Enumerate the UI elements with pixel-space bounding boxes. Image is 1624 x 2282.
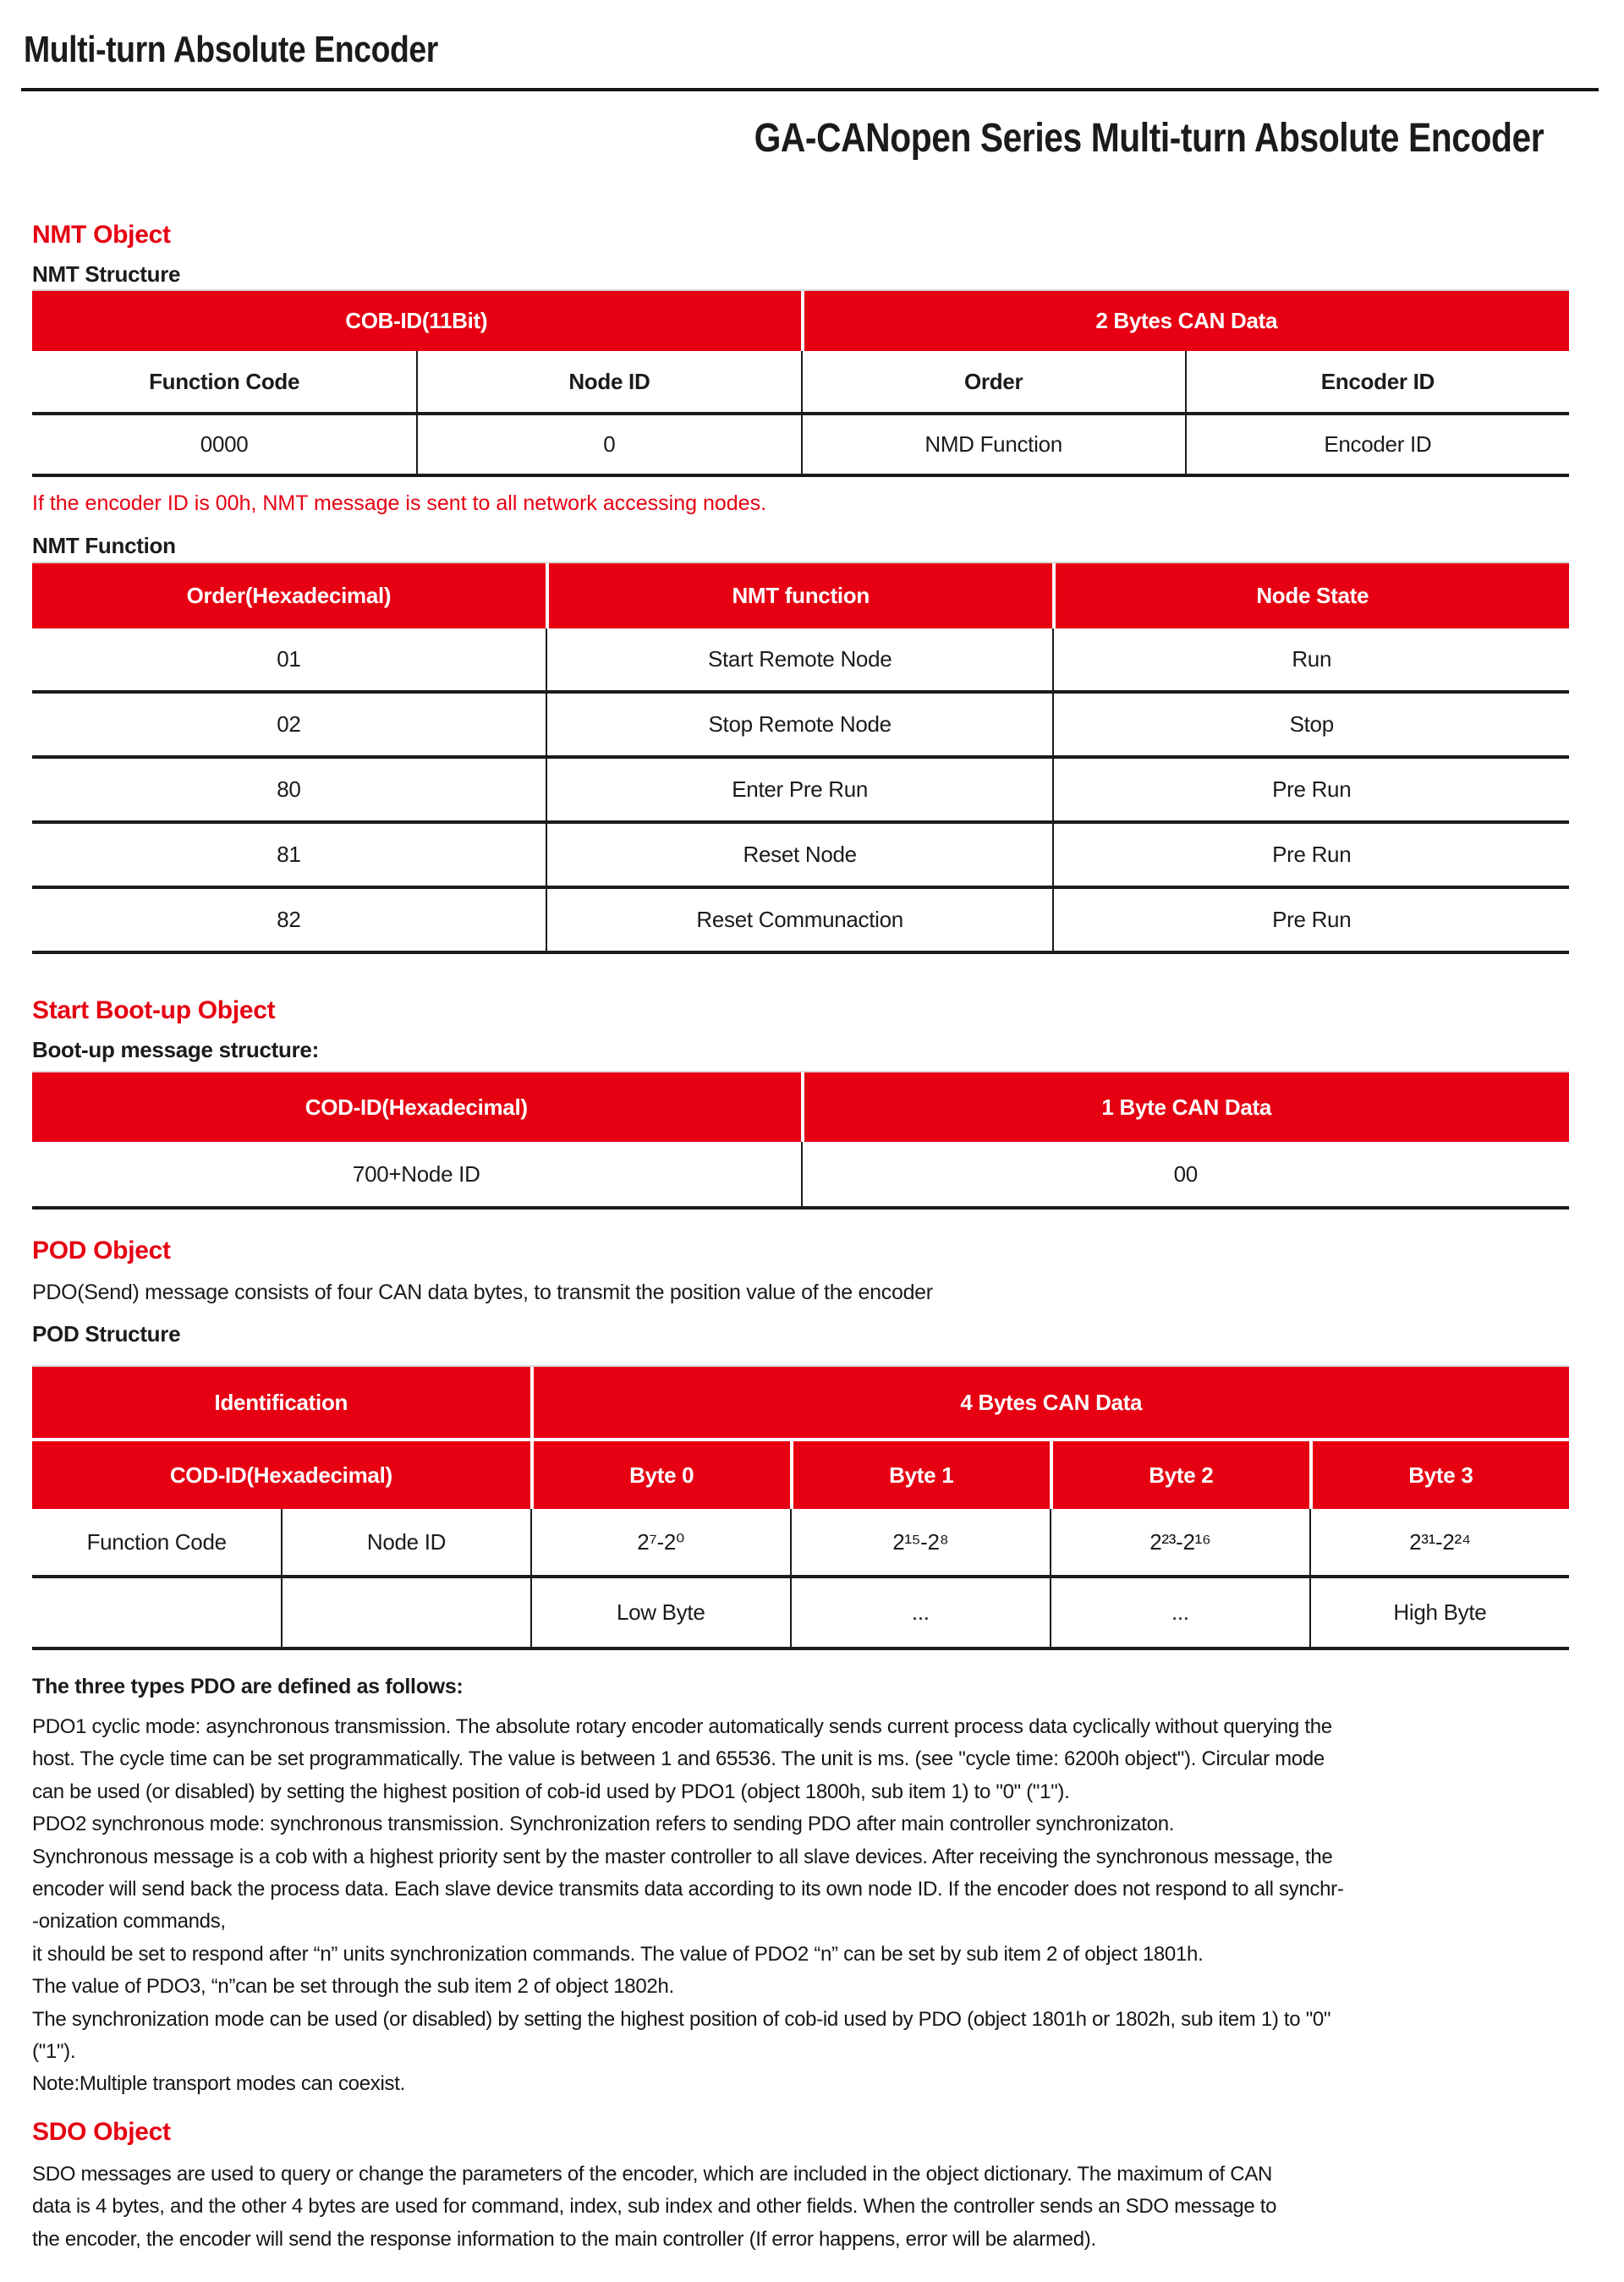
table-cell: Order (800, 351, 1185, 412)
table-cell: Function Code (149, 368, 300, 394)
table-cell: Run (1052, 628, 1569, 690)
table-cell: Pre Run (1052, 759, 1569, 820)
section-heading-pod: POD Object (32, 1237, 171, 1264)
section-heading-nmt-object: NMT Object (32, 221, 171, 249)
table-row: Low Byte ... ... High Byte (32, 1578, 1569, 1650)
table-cell: Reset Communaction (545, 889, 1053, 951)
title-rule (21, 88, 1599, 91)
table-header-cell: Byte 0 (529, 1441, 790, 1509)
table-header-cell: COD-ID(Hexadecimal) (32, 1441, 530, 1509)
table-cell: Enter Pre Run (545, 759, 1053, 820)
table-cell: Start Remote Node (545, 628, 1053, 690)
table-cell: Pre Run (1052, 824, 1569, 886)
table-cell: High Byte (1309, 1578, 1569, 1647)
table-row: Function Code Node ID Order Encoder ID (32, 351, 1569, 415)
table-header-cell: COD-ID(Hexadecimal) (32, 1072, 801, 1142)
sdo-paragraph: SDO messages are used to query or change… (32, 2162, 1277, 2251)
page-title: Multi-turn Absolute Encoder (24, 29, 438, 70)
nmt-structure-table: COB-ID(11Bit) 2 Bytes CAN Data Function … (32, 289, 1569, 477)
pod-intro-text: PDO(Send) message consists of four CAN d… (32, 1281, 933, 1304)
table-cell: 80 (277, 776, 301, 802)
table-header-cell: 1 Byte CAN Data (800, 1072, 1569, 1142)
table-cell: 2³¹-2²⁴ (1309, 1509, 1569, 1575)
table-header-cell: Byte 2 (1049, 1441, 1309, 1509)
nmt-note: If the encoder ID is 00h, NMT message is… (32, 491, 767, 515)
table-header-cell: Identification (32, 1367, 530, 1438)
pdo-types-label: The three types PDO are defined as follo… (32, 1675, 464, 1698)
table-row: 02 Stop Remote Node Stop (32, 694, 1569, 759)
table-row: 81 Reset Node Pre Run (32, 824, 1569, 889)
table-header-cell: 2 Bytes CAN Data (800, 291, 1569, 351)
table-header-cell: 4 Bytes CAN Data (529, 1367, 1569, 1438)
table-cell (281, 1578, 529, 1647)
section-heading-bootup: Start Boot-up Object (32, 996, 276, 1024)
table-header-cell: NMT function (545, 563, 1053, 628)
table-cell: 700+Node ID (352, 1160, 480, 1187)
table-cell: ... (789, 1578, 1050, 1647)
table-cell: Stop (1052, 694, 1569, 755)
table-cell: Node ID (416, 351, 800, 412)
table-header-cell: COB-ID(11Bit) (32, 291, 801, 351)
table-cell: 82 (277, 907, 301, 932)
table-cell: 00 (800, 1142, 1570, 1206)
bootup-table: COD-ID(Hexadecimal) 1 Byte CAN Data 700+… (32, 1071, 1569, 1210)
table-cell: Encoder ID (1184, 351, 1569, 412)
table-row: Function Code Node ID 2⁷-2⁰ 2¹⁵-2⁸ 2²³-2… (32, 1509, 1569, 1578)
series-subtitle: GA-CANopen Series Multi-turn Absolute En… (754, 116, 1544, 161)
table-cell: Function Code (86, 1528, 228, 1555)
table-cell: Reset Node (545, 824, 1053, 886)
nmt-structure-label: NMT Structure (32, 261, 181, 287)
document-page: Multi-turn Absolute Encoder GA-CANopen S… (0, 29, 1624, 2256)
table-cell: NMD Function (800, 415, 1185, 474)
pod-structure-table: Identification 4 Bytes CAN Data COD-ID(H… (32, 1365, 1569, 1650)
table-cell: 2⁷-2⁰ (529, 1509, 790, 1575)
table-row: 80 Enter Pre Run Pre Run (32, 759, 1569, 824)
bootup-structure-label: Boot-up message structure: (32, 1037, 319, 1062)
table-cell: 81 (277, 842, 301, 867)
table-cell: Encoder ID (1184, 415, 1569, 474)
pod-structure-label: POD Structure (32, 1321, 181, 1347)
table-header-cell: Order(Hexadecimal) (32, 563, 546, 628)
table-cell: 2²³-2¹⁶ (1049, 1509, 1309, 1575)
table-row: 0000 0 NMD Function Encoder ID (32, 415, 1569, 477)
table-cell: 01 (277, 646, 301, 672)
table-cell: Low Byte (529, 1578, 790, 1647)
table-header-cell: Node State (1052, 563, 1569, 628)
table-header-row: Identification 4 Bytes CAN Data (32, 1367, 1569, 1438)
table-row: 01 Start Remote Node Run (32, 628, 1569, 694)
nmt-function-label: NMT Function (32, 533, 176, 558)
table-cell: Stop Remote Node (545, 694, 1053, 755)
table-header-row: Order(Hexadecimal) NMT function Node Sta… (32, 563, 1569, 628)
table-cell: 0000 (200, 431, 249, 457)
table-header-cell: Byte 3 (1309, 1441, 1569, 1509)
pdo-types-paragraph: PDO1 cyclic mode: asynchronous transmiss… (32, 1715, 1344, 2096)
table-cell: Node ID (281, 1509, 529, 1575)
table-row: 700+Node ID 00 (32, 1142, 1569, 1210)
table-header-cell: Byte 1 (789, 1441, 1050, 1509)
table-cell: Pre Run (1052, 889, 1569, 951)
table-cell (32, 1578, 281, 1647)
table-cell: 2¹⁵-2⁸ (789, 1509, 1050, 1575)
nmt-function-table: Order(Hexadecimal) NMT function Node Sta… (32, 562, 1569, 954)
table-header-row: COD-ID(Hexadecimal) Byte 0 Byte 1 Byte 2… (32, 1441, 1569, 1509)
table-cell: 02 (277, 711, 301, 737)
table-header-row: COB-ID(11Bit) 2 Bytes CAN Data (32, 291, 1569, 351)
table-row: 82 Reset Communaction Pre Run (32, 889, 1569, 954)
table-header-row: COD-ID(Hexadecimal) 1 Byte CAN Data (32, 1072, 1569, 1142)
section-heading-sdo: SDO Object (32, 2117, 171, 2146)
table-cell: ... (1049, 1578, 1309, 1647)
table-cell: 0 (416, 415, 800, 474)
